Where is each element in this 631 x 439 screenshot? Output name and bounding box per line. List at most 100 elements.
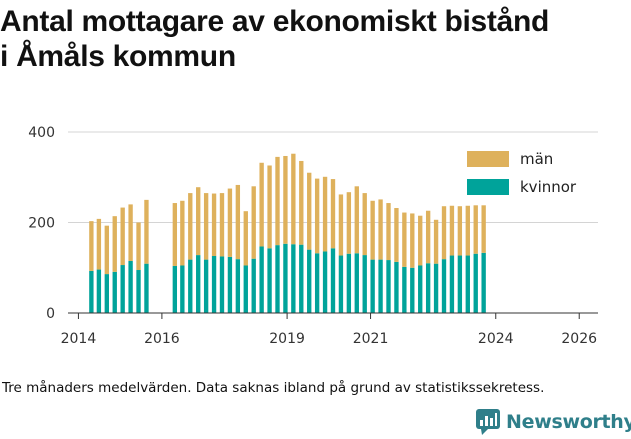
bar-kvinnor [251,258,256,313]
legend: män kvinnor [467,150,577,196]
bar-kvinnor [227,256,233,313]
bar-kvinnor [433,263,439,313]
bar-kvinnor [394,261,399,313]
bar-man [346,192,352,254]
bar-man [203,193,209,260]
bar-man [418,215,423,266]
bar-man [386,203,391,261]
bars [89,153,486,313]
bar-man [112,216,117,272]
y-tick-label: 200 [28,216,55,232]
bar-man [144,199,149,264]
newsworthy-logo-icon [476,409,500,435]
bar-kvinnor [425,263,431,313]
bar-kvinnor [120,265,125,313]
bar-kvinnor [449,255,455,313]
bar-man [104,225,109,275]
bar-kvinnor [211,255,217,313]
y-tick-label: 400 [28,125,55,141]
bar-man [180,200,185,266]
bar-kvinnor [267,248,272,313]
legend-man-label: män [520,150,553,168]
bar-kvinnor [136,270,141,313]
bar-man [299,160,304,245]
bar-man [243,211,248,266]
bar-man [330,179,336,249]
bar-man [196,187,201,256]
bar-man [433,219,439,264]
y-tick-label: 0 [46,306,55,322]
bar-man [291,153,296,245]
bar-kvinnor [89,270,94,313]
bar-man [275,156,280,246]
bar-man [235,184,241,260]
bar-man [354,186,359,254]
x-axis: 2014 2016 2019 2021 2024 2026 [61,312,598,347]
bar-kvinnor [96,269,102,313]
bar-kvinnor [188,259,193,313]
bar-man [465,205,470,256]
bar-kvinnor [386,260,391,313]
bar-man [283,155,288,244]
bar-man [251,186,256,259]
bar-man [370,200,375,260]
bar-kvinnor [473,253,478,313]
bar-kvinnor [291,244,296,313]
x-tick-label: 2016 [144,331,180,347]
bar-kvinnor [322,251,328,313]
bar-man [402,212,407,267]
bar-man [441,206,447,260]
bar-kvinnor [418,265,423,313]
bar-man [211,193,217,256]
bar-man [227,188,233,257]
bar-man [267,165,272,249]
bar-kvinnor [481,252,486,313]
bar-kvinnor [196,255,201,313]
bar-kvinnor [314,253,320,313]
chart-title-line-2: i Åmåls kommun [0,40,236,73]
bar-man [314,178,320,254]
bar-kvinnor [307,249,312,313]
bar-kvinnor [370,259,375,313]
bar-man [425,210,431,264]
bar-kvinnor [243,265,248,313]
bar-man [259,162,264,247]
bar-man [172,203,178,266]
bar-kvinnor [259,246,264,313]
brand-name: Newsworthy [506,411,631,433]
bar-man [322,176,328,252]
bar-man [188,193,193,260]
bar-man [89,221,94,271]
x-tick-label: 2019 [269,331,305,347]
bar-kvinnor [299,244,304,313]
bar-kvinnor [441,259,447,313]
bar-kvinnor [346,253,352,313]
bar-kvinnor [330,248,336,313]
bar-kvinnor [410,267,415,313]
bar-kvinnor [203,259,209,313]
bar-kvinnor [104,274,109,313]
bar-kvinnor [128,260,133,313]
bar-man [307,172,312,250]
bar-kvinnor [457,255,463,313]
bar-kvinnor [354,253,359,313]
bar-kvinnor [144,263,149,313]
brand-logo[interactable]: Newsworthy [476,409,631,435]
bar-kvinnor [283,243,288,313]
x-tick-label: 2014 [61,331,97,347]
bar-man [473,205,478,254]
bar-man [394,208,399,262]
bar-kvinnor [275,245,280,313]
bar-man [378,199,383,260]
y-axis: 0 200 400 [28,125,55,322]
bar-kvinnor [402,266,407,313]
bar-kvinnor [219,256,225,313]
bar-kvinnor [465,255,470,313]
chart-title: Antal mottagare av ekonomiskt bistånd i … [0,4,631,74]
chart-title-line-1: Antal mottagare av ekonomiskt bistånd [0,5,550,38]
bar-kvinnor [338,255,344,313]
bar-kvinnor [172,265,178,313]
bar-man [136,222,141,271]
bar-man [120,207,125,266]
